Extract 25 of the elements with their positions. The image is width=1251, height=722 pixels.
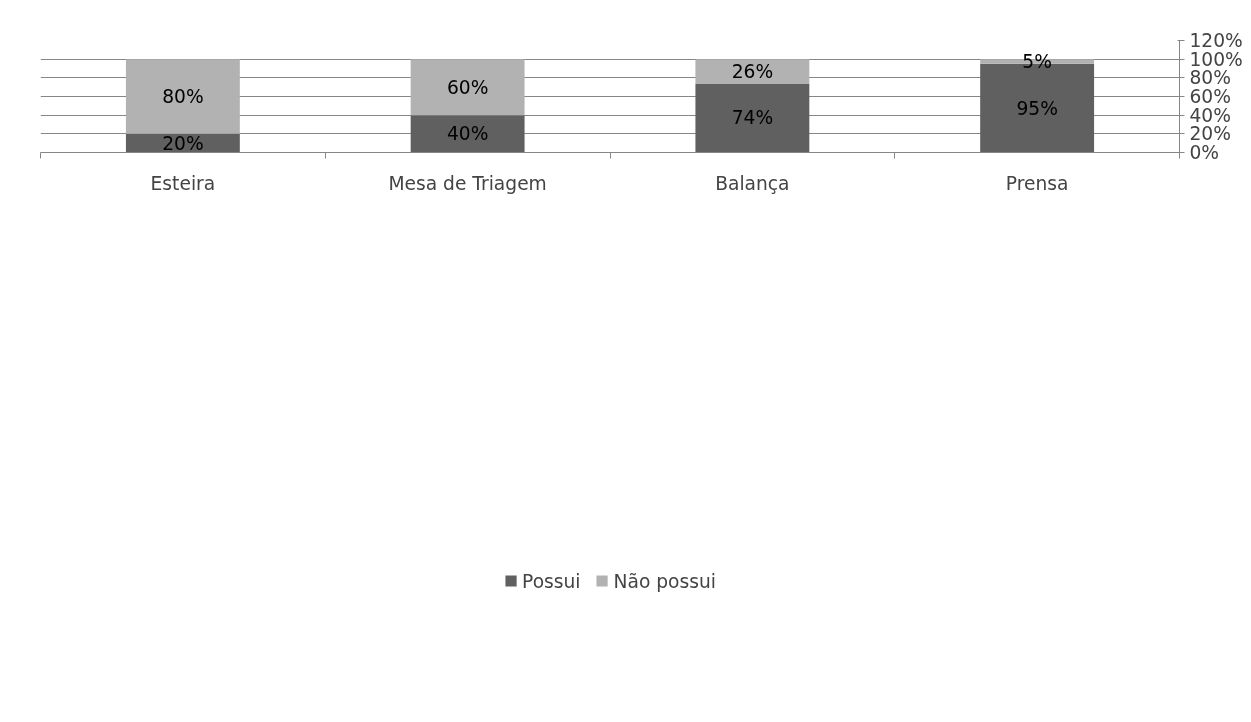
data-label: 20% [162,132,204,154]
data-label: 60% [446,76,489,98]
data-label: 5% [1022,51,1052,72]
x-tick-label: Prensa [1005,172,1069,194]
y-tick-label: 80% [1189,67,1231,89]
x-tick-label: Mesa de Triagem [388,172,547,194]
x-tick-label: Balança [715,172,790,194]
bar [410,59,525,116]
bar [125,59,240,134]
data-label: 95% [1016,97,1058,119]
y-tick-label: 20% [1189,123,1231,145]
bar [410,115,525,153]
y-tick-label: 0% [1189,142,1220,163]
bar [695,83,810,153]
legend-label: Possui [522,570,581,592]
legend-label: Não possui [613,570,716,592]
y-tick-label: 100% [1189,48,1243,70]
y-tick-label: 40% [1189,104,1231,126]
y-tick-label: 120% [1189,30,1243,51]
y-tick-label: 60% [1189,86,1231,107]
data-label: 80% [162,86,204,107]
data-label: 26% [731,60,774,82]
data-label: 74% [731,107,774,129]
x-tick-label: Esteira [150,172,216,194]
data-label: 40% [446,123,489,145]
